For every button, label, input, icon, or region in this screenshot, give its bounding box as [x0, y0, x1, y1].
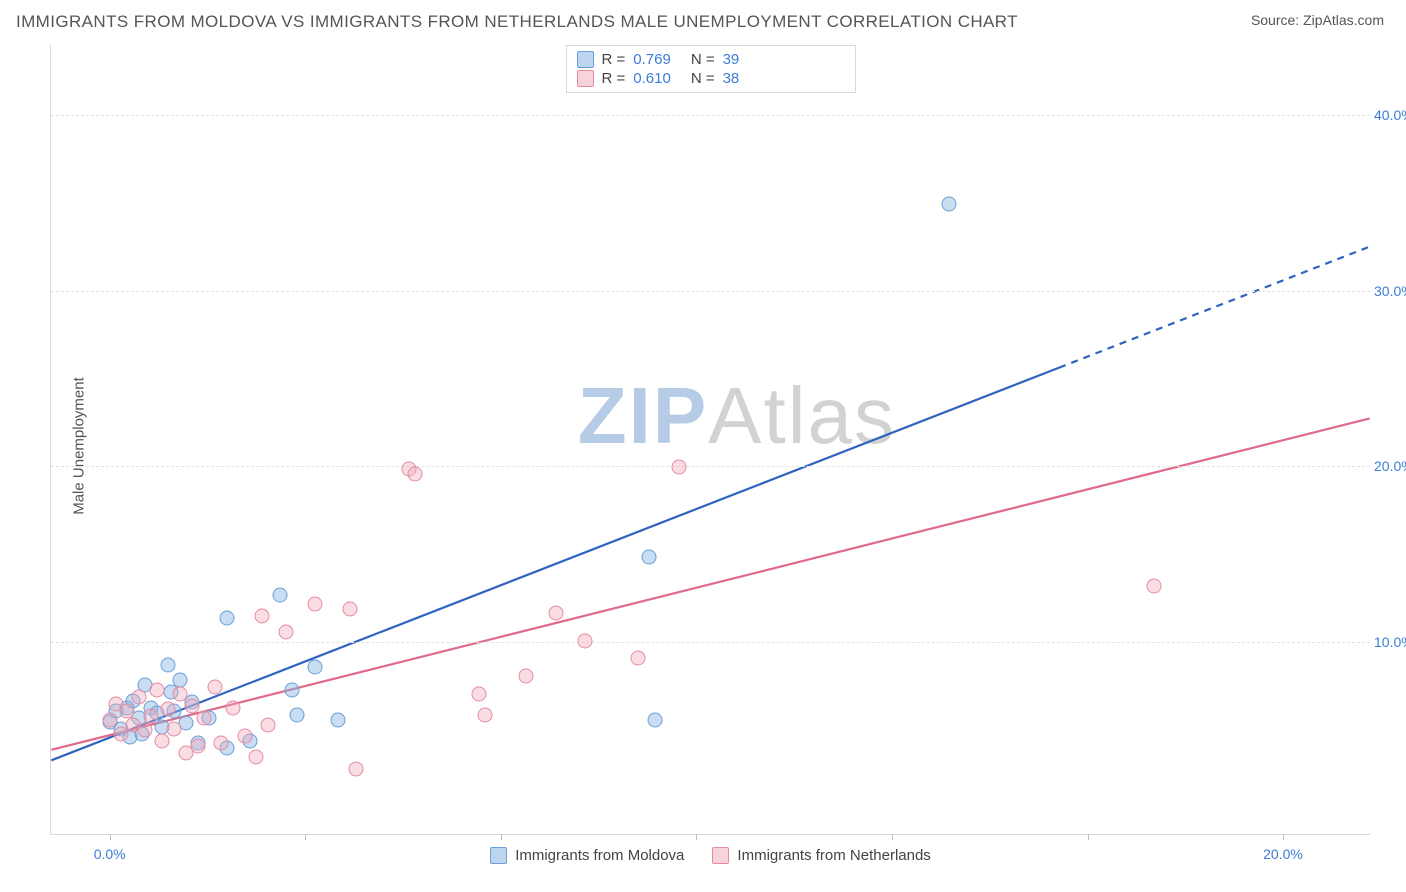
series-legend: Immigrants from Moldova Immigrants from … — [51, 847, 1370, 864]
x-tick — [1283, 834, 1284, 840]
data-point-moldova — [648, 712, 663, 727]
data-point-netherlands — [102, 712, 117, 727]
data-point-netherlands — [237, 728, 252, 743]
data-point-netherlands — [120, 704, 135, 719]
x-tick — [1088, 834, 1089, 840]
data-point-moldova — [941, 196, 956, 211]
x-tick — [501, 834, 502, 840]
y-tick-label: 30.0% — [1374, 283, 1406, 299]
data-point-netherlands — [255, 609, 270, 624]
data-point-netherlands — [184, 698, 199, 713]
data-point-moldova — [331, 712, 346, 727]
r-label: R = — [602, 70, 626, 87]
r-value-moldova: 0.769 — [633, 51, 671, 68]
data-point-moldova — [284, 683, 299, 698]
gridline — [51, 466, 1370, 467]
data-point-moldova — [290, 707, 305, 722]
data-point-netherlands — [225, 700, 240, 715]
data-point-netherlands — [190, 739, 205, 754]
watermark-prefix: ZIP — [578, 371, 708, 460]
y-tick-label: 40.0% — [1374, 107, 1406, 123]
swatch-moldova-icon — [577, 51, 594, 68]
legend-label-netherlands: Immigrants from Netherlands — [737, 847, 930, 864]
r-value-netherlands: 0.610 — [633, 70, 671, 87]
data-point-moldova — [220, 611, 235, 626]
data-point-netherlands — [196, 711, 211, 726]
data-point-netherlands — [671, 460, 686, 475]
data-point-moldova — [308, 660, 323, 675]
swatch-moldova-icon — [490, 847, 507, 864]
y-tick-label: 10.0% — [1374, 634, 1406, 650]
data-point-netherlands — [249, 749, 264, 764]
x-tick — [305, 834, 306, 840]
swatch-netherlands-icon — [712, 847, 729, 864]
data-point-netherlands — [519, 669, 534, 684]
legend-row-moldova: R = 0.769 N = 39 — [577, 50, 845, 69]
legend-label-moldova: Immigrants from Moldova — [515, 847, 684, 864]
data-point-netherlands — [137, 723, 152, 738]
x-tick-label: 20.0% — [1263, 846, 1303, 862]
n-value-moldova: 39 — [723, 51, 740, 68]
data-point-netherlands — [149, 683, 164, 698]
data-point-moldova — [173, 672, 188, 687]
watermark: ZIPAtlas — [578, 370, 896, 462]
data-point-netherlands — [155, 733, 170, 748]
data-point-netherlands — [478, 707, 493, 722]
data-point-netherlands — [472, 686, 487, 701]
data-point-netherlands — [577, 633, 592, 648]
source-attribution: Source: ZipAtlas.com — [1251, 12, 1384, 28]
gridline — [51, 642, 1370, 643]
data-point-moldova — [161, 658, 176, 673]
chart-title: IMMIGRANTS FROM MOLDOVA VS IMMIGRANTS FR… — [16, 12, 1018, 32]
data-point-moldova — [642, 549, 657, 564]
legend-item-netherlands: Immigrants from Netherlands — [712, 847, 930, 864]
data-point-netherlands — [343, 602, 358, 617]
trend-lines — [51, 45, 1370, 834]
data-point-netherlands — [630, 651, 645, 666]
data-point-netherlands — [308, 597, 323, 612]
gridline — [51, 291, 1370, 292]
data-point-netherlands — [208, 679, 223, 694]
x-tick-label: 0.0% — [94, 846, 126, 862]
x-tick — [892, 834, 893, 840]
data-point-netherlands — [261, 718, 276, 733]
data-point-netherlands — [167, 721, 182, 736]
data-point-netherlands — [143, 709, 158, 724]
swatch-netherlands-icon — [577, 70, 594, 87]
n-label: N = — [691, 70, 715, 87]
data-point-netherlands — [161, 702, 176, 717]
x-tick — [696, 834, 697, 840]
data-point-netherlands — [132, 690, 147, 705]
data-point-netherlands — [173, 686, 188, 701]
legend-item-moldova: Immigrants from Moldova — [490, 847, 684, 864]
data-point-netherlands — [548, 605, 563, 620]
n-value-netherlands: 38 — [723, 70, 740, 87]
correlation-legend: R = 0.769 N = 39 R = 0.610 N = 38 — [566, 45, 856, 93]
n-label: N = — [691, 51, 715, 68]
x-tick — [110, 834, 111, 840]
data-point-netherlands — [278, 625, 293, 640]
data-point-netherlands — [407, 467, 422, 482]
legend-row-netherlands: R = 0.610 N = 38 — [577, 69, 845, 88]
y-tick-label: 20.0% — [1374, 458, 1406, 474]
plot-area: ZIPAtlas R = 0.769 N = 39 R = 0.610 N = … — [50, 45, 1370, 835]
gridline — [51, 115, 1370, 116]
data-point-moldova — [272, 588, 287, 603]
data-point-netherlands — [214, 735, 229, 750]
watermark-suffix: Atlas — [708, 371, 896, 460]
data-point-netherlands — [349, 762, 364, 777]
data-point-netherlands — [1146, 579, 1161, 594]
r-label: R = — [602, 51, 626, 68]
